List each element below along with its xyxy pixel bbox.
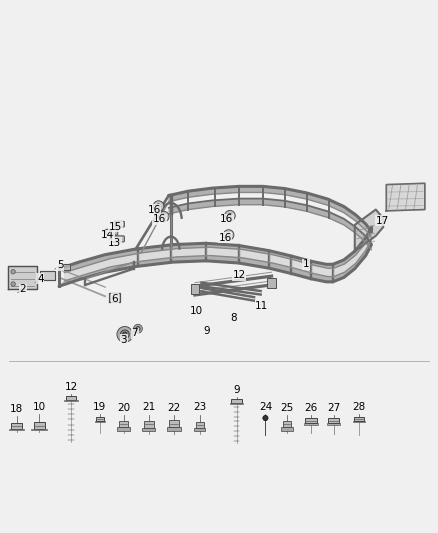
Bar [196, 422, 204, 428]
Polygon shape [169, 187, 371, 238]
Text: 16: 16 [153, 214, 166, 224]
Bar [267, 278, 276, 288]
Bar [232, 399, 242, 403]
Bar [117, 427, 130, 431]
Bar [32, 429, 47, 430]
Text: 23: 23 [193, 402, 206, 413]
Text: 16: 16 [219, 232, 232, 243]
Circle shape [11, 270, 15, 274]
Polygon shape [59, 239, 371, 286]
Bar [119, 421, 128, 427]
Bar [230, 403, 243, 405]
Circle shape [117, 327, 133, 342]
Text: 17: 17 [376, 215, 389, 225]
Bar [66, 395, 76, 400]
Text: 5: 5 [57, 260, 64, 270]
Bar [167, 427, 181, 431]
Text: 2: 2 [19, 284, 26, 294]
Bar [328, 418, 339, 423]
Circle shape [263, 415, 268, 421]
Text: 13: 13 [108, 238, 121, 248]
Text: 25: 25 [280, 403, 293, 413]
Polygon shape [40, 271, 55, 280]
Polygon shape [386, 183, 425, 211]
Bar [327, 423, 340, 425]
Text: 20: 20 [117, 403, 130, 413]
Text: 22: 22 [168, 403, 181, 413]
Bar [354, 417, 364, 421]
Text: 26: 26 [304, 403, 318, 413]
Text: 9: 9 [203, 326, 210, 336]
Bar [34, 422, 45, 429]
Circle shape [156, 204, 161, 208]
Polygon shape [61, 264, 70, 270]
Polygon shape [169, 199, 371, 250]
Bar [194, 428, 205, 431]
Circle shape [153, 201, 164, 211]
Text: 18: 18 [10, 404, 23, 414]
Bar [191, 284, 199, 294]
Polygon shape [64, 232, 371, 281]
Circle shape [162, 214, 166, 219]
Text: 6: 6 [111, 294, 118, 304]
Bar [11, 423, 22, 430]
Text: 28: 28 [353, 402, 366, 412]
Circle shape [226, 233, 231, 237]
Bar [144, 421, 153, 427]
Bar [305, 418, 317, 423]
Text: 8: 8 [230, 313, 237, 323]
Polygon shape [59, 227, 371, 273]
Text: 4: 4 [37, 274, 44, 284]
Bar [283, 421, 291, 427]
FancyBboxPatch shape [110, 236, 124, 242]
Bar [95, 421, 105, 422]
Text: 12: 12 [233, 270, 246, 280]
FancyBboxPatch shape [114, 221, 124, 227]
Text: 9: 9 [233, 385, 240, 395]
Text: 12: 12 [64, 382, 78, 392]
Circle shape [120, 330, 129, 339]
Text: 10: 10 [190, 306, 203, 316]
Text: 1: 1 [303, 260, 310, 269]
Circle shape [223, 230, 234, 240]
Text: 21: 21 [142, 402, 155, 413]
Bar [96, 417, 104, 421]
Circle shape [228, 214, 232, 218]
FancyBboxPatch shape [106, 229, 118, 235]
Text: 16: 16 [220, 214, 233, 224]
Bar [281, 427, 293, 431]
Bar [170, 420, 179, 427]
Bar [304, 423, 318, 425]
Circle shape [136, 327, 140, 331]
Bar [142, 427, 155, 431]
Circle shape [123, 332, 127, 336]
Text: 10: 10 [33, 402, 46, 412]
Text: 15: 15 [109, 222, 122, 232]
Text: 14: 14 [101, 230, 114, 240]
Polygon shape [109, 293, 120, 302]
Circle shape [159, 211, 169, 222]
Bar [353, 421, 365, 422]
Bar [64, 400, 78, 401]
Text: 16: 16 [148, 205, 161, 215]
Circle shape [11, 282, 15, 286]
Text: 27: 27 [327, 403, 340, 413]
Bar [9, 429, 24, 431]
Polygon shape [8, 265, 37, 289]
Polygon shape [355, 209, 383, 251]
Text: 7: 7 [131, 328, 138, 338]
Text: 24: 24 [259, 402, 272, 412]
Circle shape [134, 324, 142, 333]
Text: 3: 3 [120, 335, 127, 345]
Text: 19: 19 [93, 402, 106, 412]
Text: 11: 11 [255, 301, 268, 311]
Circle shape [225, 211, 235, 221]
